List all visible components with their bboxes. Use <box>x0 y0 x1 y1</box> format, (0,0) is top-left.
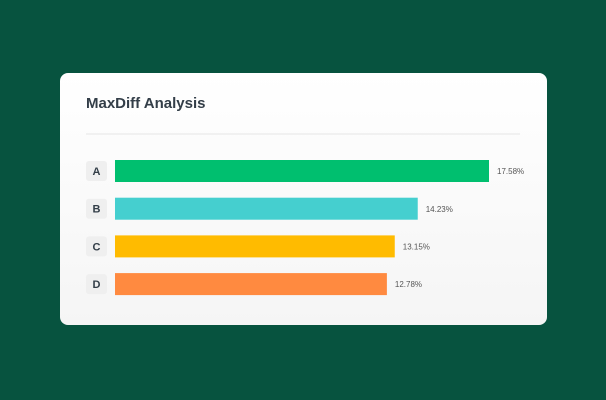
category-label: A <box>93 166 101 178</box>
category-badge <box>86 236 107 257</box>
category-badge <box>86 161 107 181</box>
category-label: C <box>93 241 101 253</box>
bar <box>115 160 489 182</box>
category-badge <box>86 274 107 295</box>
value-label: 12.78% <box>395 280 422 289</box>
value-label: 14.23% <box>426 205 453 214</box>
chart-title: MaxDiff Analysis <box>86 95 205 112</box>
bar <box>115 273 387 296</box>
category-label: D <box>93 279 101 291</box>
category-label: B <box>93 204 101 216</box>
bar <box>115 197 418 220</box>
bar <box>115 235 395 258</box>
category-badge <box>86 198 107 219</box>
value-label: 17.58% <box>497 167 524 176</box>
value-label: 13.15% <box>403 243 430 252</box>
